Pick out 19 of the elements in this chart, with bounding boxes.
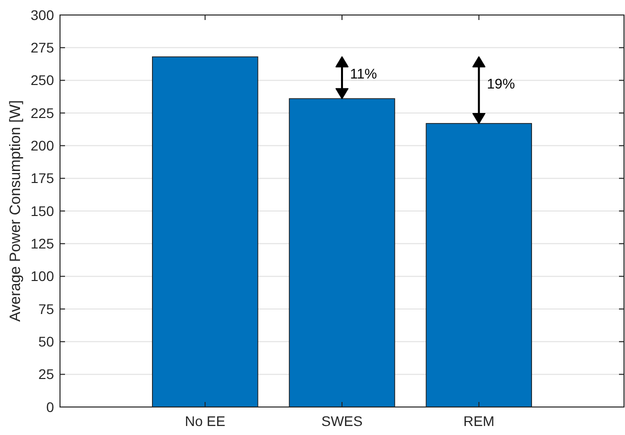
y-tick-label: 150: [30, 202, 54, 219]
x-tick-label: REM: [463, 413, 494, 429]
x-tick-label: No EE: [184, 413, 226, 429]
y-tick-label: 275: [30, 40, 54, 56]
y-tick-label: 125: [30, 236, 54, 252]
annotation: 11%: [350, 65, 377, 82]
y-tick-label: 200: [30, 138, 54, 154]
y-tick-label: 250: [30, 72, 54, 88]
y-tick-label: 25: [38, 366, 54, 382]
y-tick-label: 225: [30, 104, 54, 121]
y-axis-title: Average Power Consumption [W]: [7, 100, 24, 322]
x-tick-label: SWES: [321, 413, 363, 429]
y-tick-label: 100: [30, 268, 54, 284]
annotation: 19%: [486, 75, 515, 92]
y-tick-label: 50: [38, 334, 54, 350]
y-tick-label: 75: [38, 300, 54, 317]
y-tick-label: 300: [30, 6, 54, 23]
y-tick-label: 0: [46, 398, 54, 415]
y-tick-label: 175: [30, 170, 54, 186]
